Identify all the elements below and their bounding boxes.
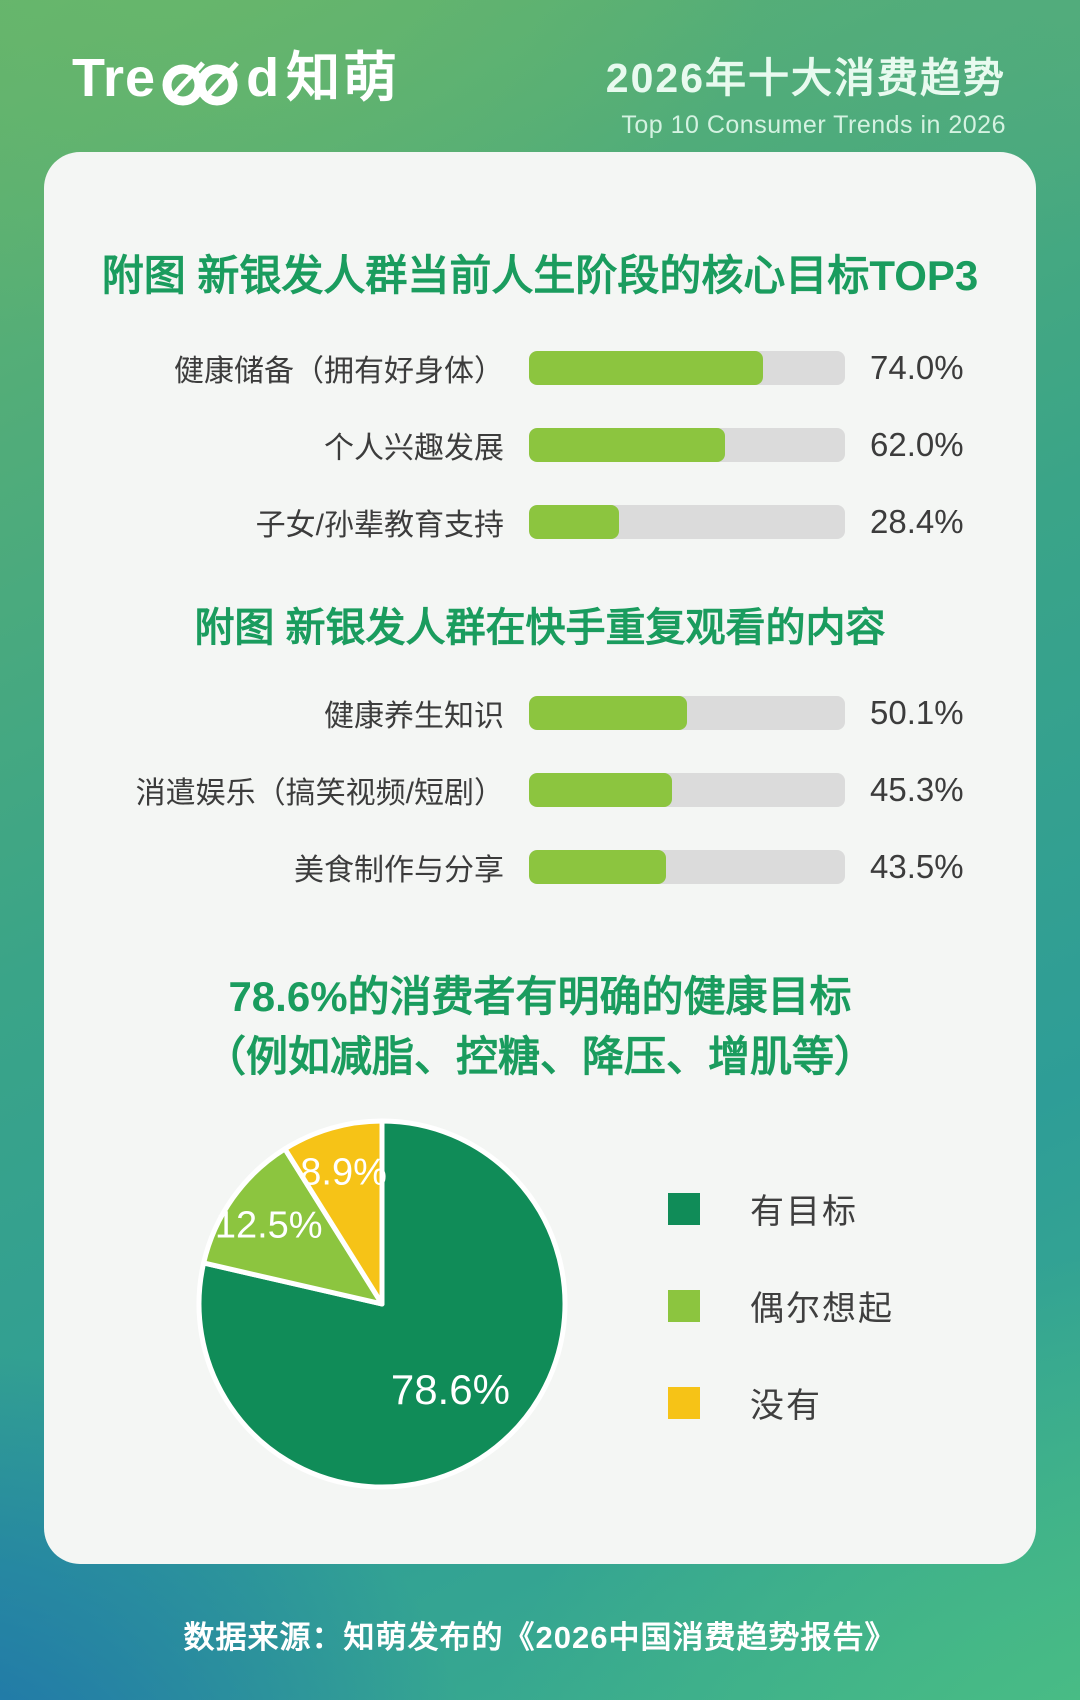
pie-chart: 78.6% 12.5% 8.9%: [192, 1114, 572, 1494]
bar-track: [529, 850, 845, 884]
bar-row: 子女/孙辈教育支持 28.4%: [44, 500, 1036, 544]
content-card: 附图 新银发人群当前人生阶段的核心目标TOP3 健康储备（拥有好身体） 74.0…: [44, 152, 1036, 1564]
pie-label-0: 78.6%: [391, 1366, 510, 1413]
pie-svg: 78.6% 12.5% 8.9%: [196, 1118, 568, 1490]
chart1: 健康储备（拥有好身体） 74.0% 个人兴趣发展 62.0% 子女/孙辈教育支持…: [44, 346, 1036, 544]
bar-value: 43.5%: [870, 848, 964, 885]
bar-fill: [529, 696, 688, 730]
bar-value: 45.3%: [870, 771, 964, 808]
bar-fill: [529, 505, 619, 539]
bar-value: 62.0%: [870, 426, 964, 463]
bar-value: 50.1%: [870, 694, 964, 731]
legend-swatch: [668, 1192, 700, 1225]
legend-item: 偶尔想起: [668, 1288, 894, 1328]
header-title-en: Top 10 Consumer Trends in 2026: [621, 111, 1006, 139]
legend-swatch: [668, 1386, 700, 1419]
pie-slice-1: [201, 1146, 385, 1307]
bar-track: [529, 428, 845, 462]
leaf-o-icon: [162, 61, 239, 106]
bar-label: 美食制作与分享: [294, 854, 504, 887]
chart1-title: 附图 新银发人群当前人生阶段的核心目标TOP3: [101, 252, 979, 299]
pie-section: 78.6% 12.5% 8.9% 有目标 偶尔想起 没有: [44, 1114, 1036, 1494]
bar-label: 子女/孙辈教育支持: [255, 509, 504, 542]
bar-row: 美食制作与分享 43.5%: [44, 845, 1036, 889]
bar-track: [529, 351, 845, 385]
bar-row: 消遣娱乐（搞笑视频/短剧） 45.3%: [44, 768, 1036, 812]
bar-row: 健康养生知识 50.1%: [44, 691, 1036, 735]
bar-fill: [529, 850, 667, 884]
bar-row: 健康储备（拥有好身体） 74.0%: [44, 346, 1036, 390]
bar-fill: [529, 351, 763, 385]
pie-title-line2: （例如减脂、控糖、降压、增肌等）: [203, 1033, 876, 1080]
logo-text-cn: 知萌: [286, 48, 401, 108]
legend-label: 没有: [750, 1387, 822, 1425]
brand-logo: Tre d 知萌: [72, 48, 400, 108]
legend-swatch: [668, 1289, 700, 1322]
bar-value: 28.4%: [870, 503, 964, 540]
bar-value: 74.0%: [870, 349, 964, 386]
legend-item: 有目标: [668, 1191, 894, 1231]
bar-fill: [529, 428, 725, 462]
pie-slice-2: [282, 1118, 385, 1307]
pie-label-1: 12.5%: [215, 1204, 323, 1246]
pie-title-line1: 78.6%的消费者有明确的健康目标: [228, 973, 852, 1020]
legend-label: 偶尔想起: [750, 1290, 894, 1328]
legend-item: 没有: [668, 1385, 894, 1425]
pie-label-2: 8.9%: [300, 1151, 387, 1193]
data-source: 数据来源：知萌发布的《2026中国消费趋势报告》: [183, 1620, 897, 1655]
bar-fill: [529, 773, 673, 807]
chart2: 健康养生知识 50.1% 消遣娱乐（搞笑视频/短剧） 45.3% 美食制作与分享…: [44, 691, 1036, 889]
bar-track: [529, 773, 845, 807]
chart2-title: 附图 新银发人群在快手重复观看的内容: [194, 606, 886, 650]
pie-legend: 有目标 偶尔想起 没有: [668, 1114, 894, 1494]
pie-title: 78.6%的消费者有明确的健康目标 （例如减脂、控糖、降压、增肌等）: [44, 967, 1036, 1087]
legend-label: 有目标: [750, 1193, 858, 1231]
header-title-cn: 2026年十大消费趋势: [605, 55, 1006, 101]
header-title-block: 2026年十大消费趋势 Top 10 Consumer Trends in 20…: [606, 44, 1006, 140]
logo-text-suffix: d: [246, 48, 281, 108]
bar-label: 个人兴趣发展: [324, 432, 504, 465]
bar-label: 消遣娱乐（搞笑视频/短剧）: [135, 777, 504, 810]
logo-text-prefix: Tre: [72, 48, 157, 108]
bar-label: 健康储备（拥有好身体）: [174, 355, 504, 388]
bar-row: 个人兴趣发展 62.0%: [44, 423, 1036, 467]
bar-track: [529, 696, 845, 730]
bar-label: 健康养生知识: [324, 700, 504, 733]
bar-track: [529, 505, 845, 539]
